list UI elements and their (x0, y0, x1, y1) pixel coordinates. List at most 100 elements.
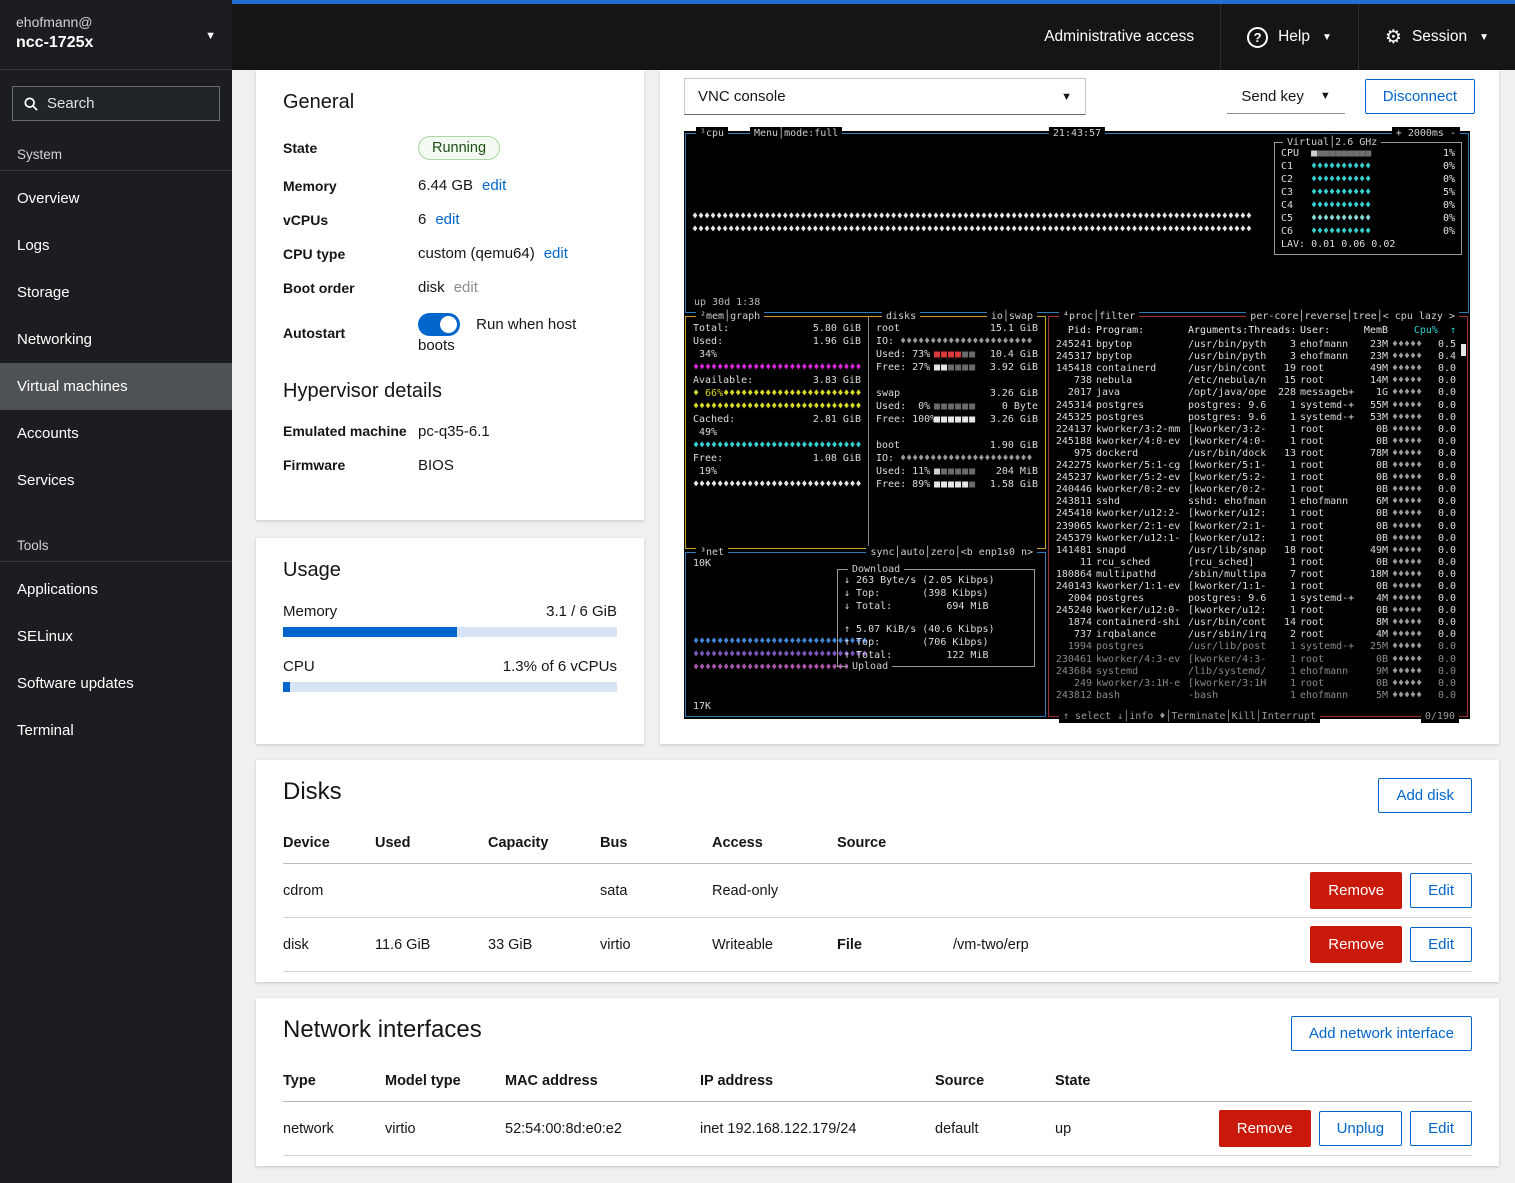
terminal-line: 141481snapd/usr/lib/snap18root49M♦♦♦♦♦0.… (1049, 545, 1467, 557)
terminal-line: Used: 11%■■■■■■204 MiB (876, 465, 1038, 478)
vcpus-value: 6 (418, 211, 426, 228)
session-label: Session (1412, 28, 1467, 46)
chevron-down-icon: ▼ (1322, 32, 1332, 43)
remove-interface-button[interactable]: Remove (1219, 1110, 1311, 1147)
download-title: Download (848, 563, 904, 576)
edit-disk-button[interactable]: Edit (1410, 873, 1472, 908)
sidebar-item-label: Logs (17, 237, 50, 254)
add-disk-button[interactable]: Add disk (1378, 778, 1472, 813)
send-key-dropdown[interactable]: Send key ▼ (1227, 80, 1344, 114)
console-type-select[interactable]: VNC console ▼ (684, 78, 1086, 115)
terminal-line: ♦♦♦♦♦♦♦♦♦♦♦♦♦♦♦♦♦♦♦♦♦♦♦♦♦♦♦♦♦♦♦♦♦♦♦♦♦♦♦♦… (692, 223, 1252, 236)
uptime: up 30d 1:38 (694, 296, 760, 309)
sidebar-item[interactable]: Virtual machines (0, 363, 232, 410)
terminal-line: C2♦♦♦♦♦♦♦♦♦♦0% (1281, 173, 1455, 186)
load-average: LAV: 0.01 0.06 0.02 (1281, 238, 1455, 251)
terminal-line: Cached:2.81 GiB (693, 413, 861, 426)
send-key-label: Send key (1241, 88, 1304, 105)
terminal-line: 242275kworker/5:1-cg[kworker/5:1-1root0B… (1049, 460, 1467, 472)
terminal-mem-panel: ²mem│graph disks io│swap Total:5.80 GiBU… (685, 316, 1046, 549)
autostart-toggle[interactable] (418, 313, 460, 336)
disks-card: Disks Add disk DeviceUsed CapacityBus Ac… (256, 760, 1499, 982)
add-network-interface-button[interactable]: Add network interface (1291, 1016, 1472, 1051)
edit-interface-button[interactable]: Edit (1410, 1111, 1472, 1146)
remove-disk-button[interactable]: Remove (1310, 926, 1402, 963)
nav-divider (0, 170, 232, 171)
sidebar-item-label: Applications (17, 581, 98, 598)
net-scale-top: 10K (693, 557, 711, 570)
disconnect-button[interactable]: Disconnect (1365, 79, 1475, 114)
vcpus-edit-link[interactable]: edit (435, 211, 459, 228)
networks-table-header: TypeModel type MAC addressIP address Sou… (283, 1063, 1472, 1102)
unplug-interface-button[interactable]: Unplug (1319, 1111, 1403, 1146)
terminal-line: ♦♦♦♦♦♦♦♦♦♦♦♦♦♦♦♦♦♦♦♦♦♦♦♦♦♦♦♦♦ (693, 361, 861, 374)
remove-disk-button[interactable]: Remove (1310, 872, 1402, 909)
sidebar-item[interactable]: Overview (0, 175, 232, 222)
sidebar-item[interactable]: Terminal (0, 707, 232, 754)
sidebar-item[interactable]: Logs (0, 222, 232, 269)
network-interfaces-card: Network interfaces Add network interface… (256, 998, 1499, 1166)
terminal-line: 240446kworker/0:2-ev[kworker/0:2-1root0B… (1049, 484, 1467, 496)
vnc-terminal[interactable]: ¹cpu Menu│mode:full 21:43:57 + 2000ms - … (684, 131, 1470, 719)
terminal-line: 737irqbalance/usr/sbin/irq2root4M♦♦♦♦♦0.… (1049, 629, 1467, 641)
net-scale-bottom: 17K (693, 700, 711, 713)
terminal-line: IO: ♦♦♦♦♦♦♦♦♦♦♦♦♦♦♦♦♦♦♦♦♦♦ (876, 452, 1038, 465)
boot-order-edit-link[interactable]: edit (454, 279, 478, 296)
disks-panel-title: disks (882, 310, 920, 323)
edit-disk-button[interactable]: Edit (1410, 927, 1472, 962)
iface-mac: 52:54:00:8d:e0:e2 (505, 1121, 700, 1137)
terminal-line: Free: 100%■■■■■■3.26 GiB (876, 413, 1038, 426)
nav-tools: Applications SELinux Software updates Te… (0, 566, 232, 754)
help-menu[interactable]: ? Help ▼ (1221, 4, 1358, 70)
session-menu[interactable]: ⚙ Session ▼ (1359, 4, 1515, 70)
terminal-line: 245317bpytop/usr/bin/pyth3ehofmann23M♦♦♦… (1049, 351, 1467, 363)
terminal-line: 230461kworker/4:3-ev[kworker/4:3-1root0B… (1049, 654, 1467, 666)
chevron-down-icon: ▼ (1479, 32, 1489, 43)
vcpus-label: vCPUs (283, 212, 418, 228)
cpu-panel-interval: + 2000ms - (1392, 127, 1460, 140)
host-switcher[interactable]: ehofmann@ ncc-1725x ▼ (0, 0, 232, 70)
terminal-line: 245410kworker/u12:2-[kworker/u12:1root0B… (1049, 508, 1467, 520)
terminal-line: 245379kworker/u12:1-[kworker/u12:1root0B… (1049, 533, 1467, 545)
proc-scrollbar-thumb[interactable] (1461, 344, 1466, 356)
sidebar-item[interactable]: Software updates (0, 660, 232, 707)
proc-count: 0/190 (1421, 710, 1459, 723)
sidebar-item[interactable]: Services (0, 457, 232, 504)
terminal-line: 11rcu_sched[rcu_sched]1root0B♦♦♦♦♦0.0 (1049, 557, 1467, 569)
cpu-type-edit-link[interactable]: edit (544, 245, 568, 262)
sidebar-item[interactable]: Networking (0, 316, 232, 363)
usage-cpu-value: 1.3% of 6 vCPUs (503, 658, 617, 675)
terminal-line: C5♦♦♦♦♦♦♦♦♦♦0% (1281, 212, 1455, 225)
search-input[interactable]: Search (12, 86, 220, 121)
usage-cpu-label: CPU (283, 658, 315, 675)
cpu-usage-graph: ♦♦♦♦♦♦♦♦♦♦♦♦♦♦♦♦♦♦♦♦♦♦♦♦♦♦♦♦♦♦♦♦♦♦♦♦♦♦♦♦… (692, 210, 1252, 236)
admin-access-indicator[interactable]: Administrative access (1018, 4, 1220, 70)
username: ehofmann@ (16, 12, 216, 32)
iface-model: virtio (385, 1121, 505, 1137)
terminal-proc-panel: ⁴proc│filter per-core│reverse│tree│< cpu… (1048, 316, 1468, 717)
process-list: 245241bpytop/usr/bin/pyth3ehofmann23M♦♦♦… (1049, 339, 1467, 703)
sidebar-item-label: SELinux (17, 628, 73, 645)
sidebar-item-label: Terminal (17, 722, 74, 739)
terminal-line: C1♦♦♦♦♦♦♦♦♦♦0% (1281, 160, 1455, 173)
sidebar-item[interactable]: Applications (0, 566, 232, 613)
disk-bus: virtio (600, 937, 712, 953)
memory-edit-link[interactable]: edit (482, 177, 506, 194)
firmware-value: BIOS (418, 457, 617, 474)
proc-footer: ↑ select ↓│info ♦│Terminate│Kill│Interru… (1059, 710, 1320, 723)
terminal-line: 245314postgrespostgres: 9.61systemd-+55M… (1049, 400, 1467, 412)
boot-order-value: disk (418, 279, 445, 296)
memory-stats: Total:5.80 GiBUsed:1.96 GiB 34%♦♦♦♦♦♦♦♦♦… (686, 317, 869, 548)
sidebar-item[interactable]: SELinux (0, 613, 232, 660)
main-area: Administrative access ? Help ▼ ⚙ Session… (232, 0, 1515, 1183)
iface-type: network (283, 1121, 385, 1137)
terminal-line: 1874containerd-shi/usr/bin/cont14root8M♦… (1049, 617, 1467, 629)
status-badge: Running (418, 136, 500, 160)
hypervisor-title: Hypervisor details (283, 380, 617, 403)
general-card: General State Running Memory 6.44 GBedit… (256, 70, 644, 520)
sidebar-item[interactable]: Accounts (0, 410, 232, 457)
proc-panel-tabs: per-core│reverse│tree│< cpu lazy > (1246, 310, 1459, 323)
cpu-stats-box: Virtual│2.6 GHz CPU■■■■■■■■■■1%C1♦♦♦♦♦♦♦… (1274, 142, 1462, 255)
sidebar-item[interactable]: Storage (0, 269, 232, 316)
sidebar-item-label: Storage (17, 284, 70, 301)
